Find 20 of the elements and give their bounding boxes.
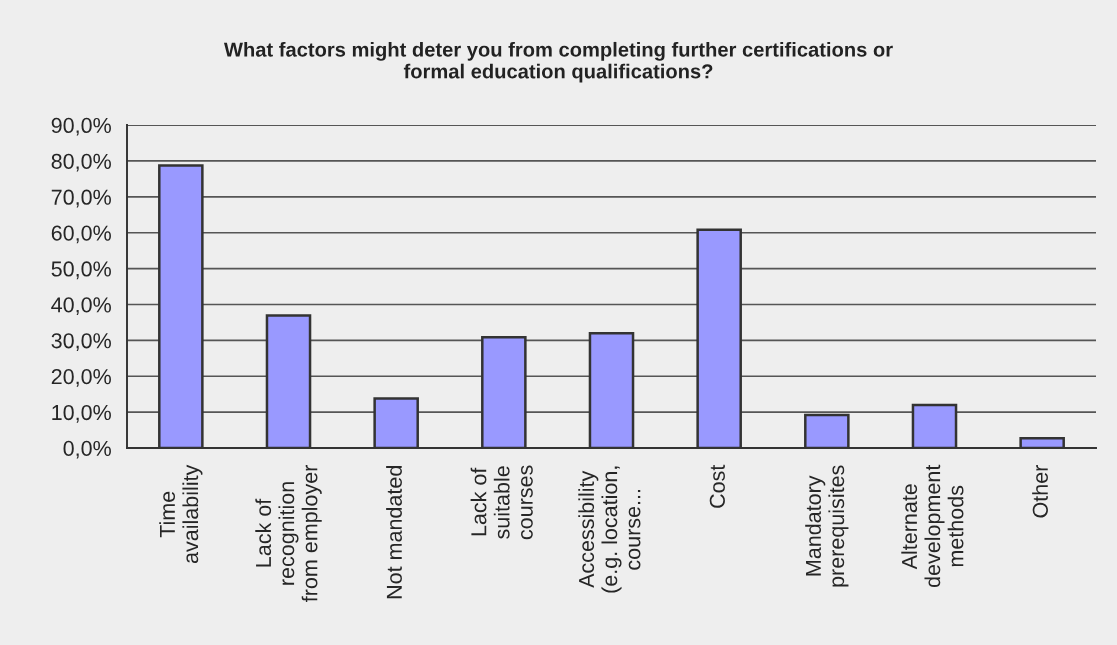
y-tick-label: 80,0% bbox=[51, 153, 111, 172]
y-tick-label: 0,0% bbox=[63, 440, 111, 459]
y-tick-label: 20,0% bbox=[51, 369, 111, 387]
x-tick-label: Other bbox=[1032, 465, 1048, 518]
x-tick-label: Accessibility (e.g. location, course... bbox=[578, 466, 641, 593]
y-tick-label: 90,0% bbox=[51, 117, 111, 136]
y-tick-label: 30,0% bbox=[51, 333, 111, 351]
x-tick-label: Time availability bbox=[159, 464, 203, 564]
x-tick-label: Cost bbox=[709, 464, 725, 508]
x-tick-label: Not mandated bbox=[386, 466, 402, 599]
x-tick-label: Lack of recognition from employer bbox=[255, 465, 322, 602]
y-tick-label: 40,0% bbox=[51, 297, 111, 316]
chart-title: What factors might deter you from completing further certifications or formal education qualifications? bbox=[223, 41, 893, 83]
y-tick-label: 60,0% bbox=[51, 225, 111, 244]
y-tick-label: 50,0% bbox=[51, 261, 111, 280]
y-tick-label: 70,0% bbox=[51, 189, 111, 208]
y-tick-label: 10,0% bbox=[52, 404, 111, 423]
x-tick-label: Mandatory prerequisites bbox=[805, 465, 849, 587]
x-tick-label: Alternate development methods bbox=[901, 464, 964, 588]
x-tick-label: Lack of suitable courses bbox=[470, 465, 533, 540]
